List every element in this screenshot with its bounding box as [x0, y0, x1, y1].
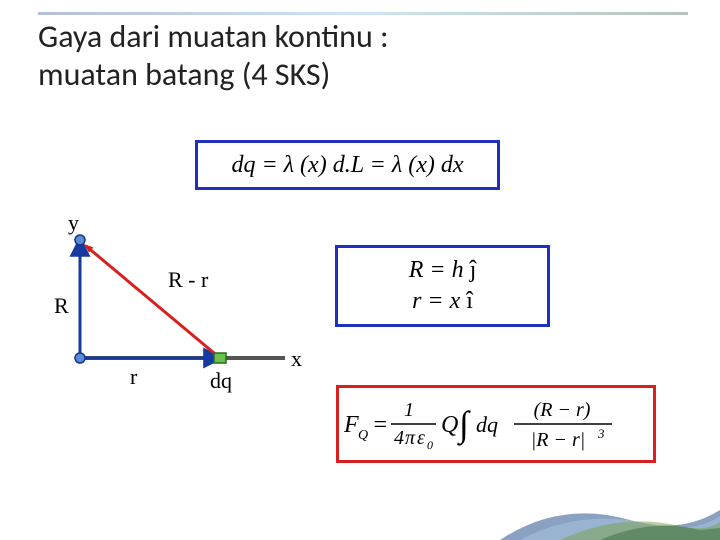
- title-underline: [38, 12, 688, 15]
- formula-r-vector: r = x î: [412, 288, 473, 315]
- svg-text:dq: dq: [476, 412, 498, 437]
- svg-text:Q: Q: [358, 428, 368, 443]
- svg-text:∫: ∫: [457, 404, 471, 446]
- svg-text:ε: ε: [417, 427, 425, 449]
- svg-text:3: 3: [597, 426, 605, 441]
- svg-text:1: 1: [404, 399, 414, 421]
- axis-label-x: x: [291, 346, 302, 372]
- svg-text:(R − r): (R − r): [534, 399, 591, 421]
- formula-box-vectors: R = h ĵ r = x î: [335, 245, 550, 327]
- vector-label-r: r: [130, 364, 137, 390]
- svg-text:F: F: [343, 412, 359, 438]
- vector-label-R: R: [54, 293, 69, 319]
- page-title: Gaya dari muatan kontinu :muatan batang …: [38, 18, 389, 95]
- vector-diagram: y x R r R - r dq: [35, 210, 295, 370]
- axis-label-y: y: [68, 210, 79, 236]
- title-text: Gaya dari muatan kontinu :muatan batang …: [38, 17, 389, 94]
- footer-decoration: [500, 490, 720, 540]
- svg-text:Q: Q: [441, 412, 458, 438]
- force-equation: F Q = 1 4 π ε 0 Q ∫ dq (R − r) |R − r| 3: [336, 392, 656, 456]
- formula-box-force: F Q = 1 4 π ε 0 Q ∫ dq (R − r) |R − r| 3: [336, 385, 656, 463]
- formula-R-vector: R = h ĵ: [409, 257, 477, 284]
- vector-label-Rr: R - r: [168, 267, 208, 293]
- formula-box-dq: dq = λ (x) d.L = λ (x) dx: [195, 140, 500, 190]
- svg-text:=: =: [372, 412, 388, 438]
- element-label-dq: dq: [210, 368, 232, 394]
- svg-text:π: π: [405, 427, 416, 449]
- svg-text:0: 0: [427, 438, 433, 452]
- formula-dq-text: dq = λ (x) d.L = λ (x) dx: [231, 152, 463, 179]
- svg-text:|R − r|: |R − r|: [531, 429, 586, 451]
- svg-text:4: 4: [394, 427, 404, 449]
